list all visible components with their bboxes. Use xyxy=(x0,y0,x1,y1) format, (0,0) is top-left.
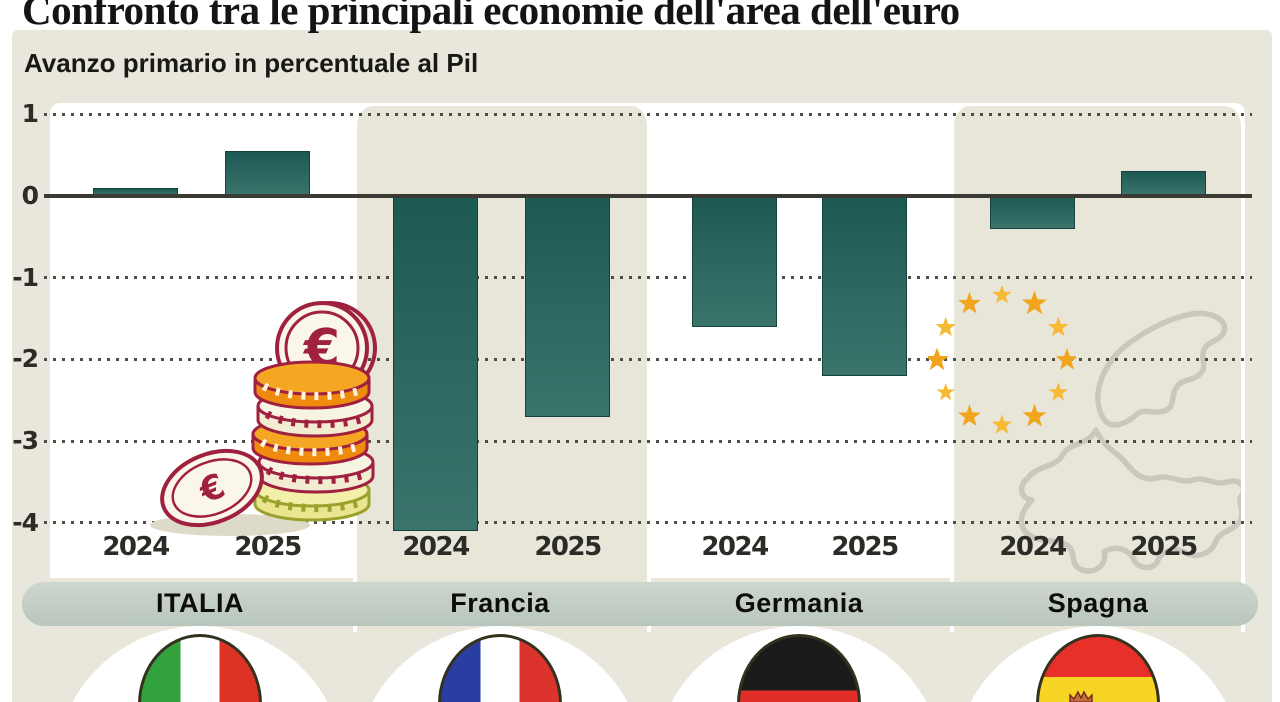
euro-coins-illustration: € € xyxy=(150,301,377,536)
gridline-minus4 xyxy=(44,521,1252,524)
country-label-band xyxy=(22,582,1258,626)
bar-germania-2025 xyxy=(822,196,907,376)
bar-francia-2025 xyxy=(525,196,610,417)
x-tick-italia-2024: 2024 xyxy=(102,532,170,562)
spain-coat-of-arms xyxy=(1069,690,1093,702)
x-tick-germania-2025: 2025 xyxy=(831,532,899,562)
country-label-francia: Francia xyxy=(450,588,550,618)
y-tick-m2: -2 xyxy=(12,344,39,373)
gridline-minus3 xyxy=(44,440,1252,443)
x-tick-francia-2024: 2024 xyxy=(402,532,470,562)
bar-spagna-2025 xyxy=(1121,171,1206,196)
country-label-germania: Germania xyxy=(734,588,864,618)
x-tick-spagna-2025: 2025 xyxy=(1130,532,1198,562)
bar-francia-2024 xyxy=(393,196,478,531)
x-tick-francia-2025: 2025 xyxy=(534,532,602,562)
zero-axis-line xyxy=(44,194,1252,198)
chart-subtitle: Avanzo primario in percentuale al Pil xyxy=(24,48,479,78)
y-tick-m3: -3 xyxy=(12,426,39,455)
europe-map-outline xyxy=(1018,310,1241,574)
bar-spagna-2024 xyxy=(990,196,1075,229)
x-tick-italia-2025: 2025 xyxy=(234,532,302,562)
page-title: Confronto tra le principali economie del… xyxy=(22,0,960,33)
bar-italia-2025 xyxy=(225,151,310,196)
y-tick-m1: -1 xyxy=(12,263,39,292)
x-tick-spagna-2024: 2024 xyxy=(999,532,1067,562)
y-tick-m4: -4 xyxy=(12,508,39,537)
x-tick-germania-2024: 2024 xyxy=(701,532,769,562)
y-tick-1: 1 xyxy=(21,99,39,128)
country-label-spagna: Spagna xyxy=(1047,588,1149,618)
gridline-plus1 xyxy=(44,113,1252,116)
bar-germania-2024 xyxy=(692,196,777,327)
eu-stars-circle xyxy=(928,286,1076,434)
country-label-italia: ITALIA xyxy=(156,588,244,618)
gridline-minus2 xyxy=(44,358,1252,361)
y-tick-0: 0 xyxy=(21,181,39,210)
gridline-minus1 xyxy=(44,276,1252,279)
